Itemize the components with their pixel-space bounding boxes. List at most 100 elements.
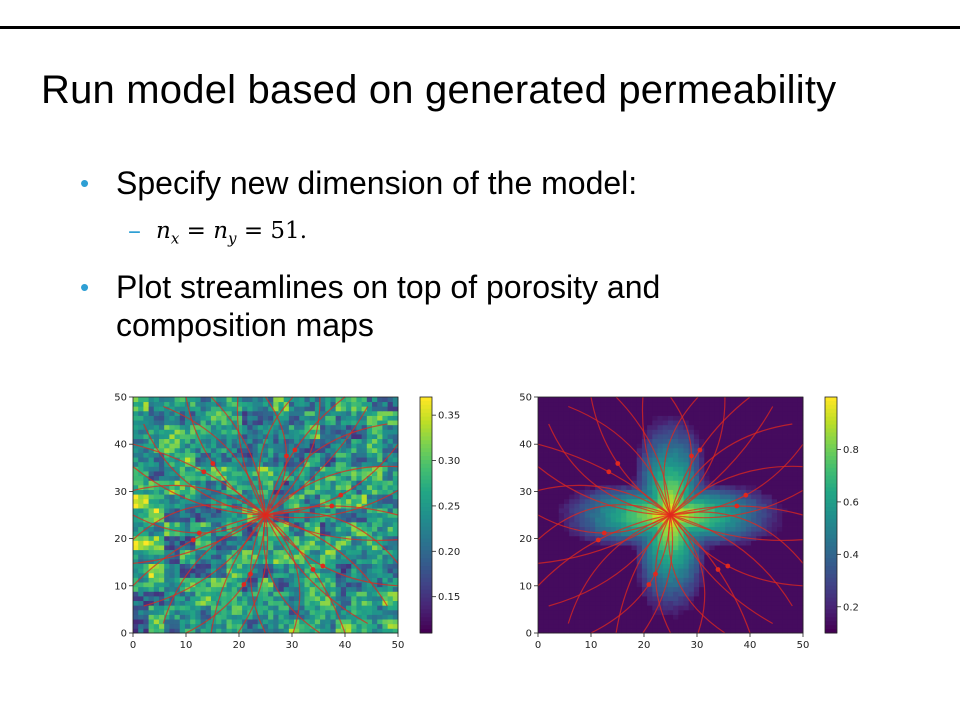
heatmap-cell bbox=[366, 489, 373, 495]
heatmap-cell bbox=[221, 545, 227, 551]
heatmap-cell bbox=[309, 415, 316, 421]
heatmap-cell bbox=[190, 461, 196, 467]
heatmap-cell bbox=[579, 521, 586, 527]
heatmap-cell bbox=[143, 429, 149, 435]
heatmap-cell bbox=[548, 545, 554, 551]
heatmap-cell bbox=[179, 623, 186, 629]
heatmap-cell bbox=[730, 554, 736, 560]
heatmap-cell bbox=[782, 577, 788, 583]
heatmap-cell bbox=[262, 521, 269, 527]
heatmap-cell bbox=[641, 461, 648, 467]
heatmap-cell bbox=[221, 498, 227, 504]
heatmap-cell bbox=[143, 443, 149, 449]
heatmap-cell bbox=[247, 591, 253, 597]
heatmap-cell bbox=[143, 452, 149, 458]
heatmap-cell bbox=[148, 498, 155, 504]
heatmap-cell bbox=[195, 545, 201, 551]
heatmap-cell bbox=[688, 471, 695, 477]
heatmap-cell bbox=[387, 628, 394, 634]
heatmap-cell bbox=[148, 535, 155, 541]
heatmap-cell bbox=[714, 489, 721, 495]
heatmap-cell bbox=[205, 540, 212, 546]
heatmap-cell bbox=[143, 466, 149, 472]
heatmap-cell bbox=[158, 512, 165, 518]
heatmap-cell bbox=[387, 521, 394, 527]
heatmap-cell bbox=[231, 568, 238, 574]
heatmap-cell bbox=[200, 582, 207, 588]
heatmap-cell bbox=[164, 572, 170, 578]
heatmap-cell bbox=[205, 471, 212, 477]
heatmap-cell bbox=[216, 619, 222, 625]
heatmap-cell bbox=[190, 526, 196, 532]
heatmap-cell bbox=[621, 508, 627, 514]
heatmap-cell bbox=[153, 466, 160, 472]
heatmap-cell bbox=[543, 498, 549, 504]
heatmap-cell bbox=[179, 540, 186, 546]
heatmap-cell bbox=[569, 438, 575, 444]
heatmap-cell bbox=[569, 471, 575, 477]
heatmap-cell bbox=[158, 591, 165, 597]
heatmap-cell bbox=[382, 475, 389, 481]
heatmap-cell bbox=[777, 531, 783, 537]
heatmap-cell bbox=[247, 619, 253, 625]
heatmap-cell bbox=[392, 582, 399, 588]
heatmap-cell bbox=[361, 540, 368, 546]
heatmap-cell bbox=[340, 521, 347, 527]
heatmap-cell bbox=[558, 508, 565, 514]
heatmap-cell bbox=[626, 591, 632, 597]
heatmap-cell bbox=[372, 535, 378, 541]
heatmap-cell bbox=[143, 549, 149, 555]
heatmap-cell bbox=[647, 628, 653, 634]
heatmap-cell bbox=[548, 447, 554, 453]
heatmap-cell bbox=[725, 605, 731, 611]
heatmap-cell bbox=[200, 558, 207, 564]
heatmap-cell bbox=[169, 619, 175, 625]
heatmap-cell bbox=[771, 494, 778, 500]
heatmap-cell bbox=[143, 521, 149, 527]
heatmap-cell bbox=[190, 475, 196, 481]
heatmap-cell bbox=[563, 540, 570, 546]
heatmap-cell bbox=[621, 540, 627, 546]
heatmap-cell bbox=[314, 600, 321, 606]
heatmap-cell bbox=[751, 517, 757, 523]
heatmap-cell bbox=[740, 531, 747, 537]
heatmap-cell bbox=[771, 591, 778, 597]
heatmap-cell bbox=[719, 466, 726, 472]
heatmap-cell bbox=[205, 545, 212, 551]
heatmap-cell bbox=[200, 600, 207, 606]
heatmap-cell bbox=[148, 554, 155, 560]
colorbar-tick-label: 0.15 bbox=[438, 592, 460, 603]
heatmap-cell bbox=[558, 619, 565, 625]
heatmap-cell bbox=[143, 494, 149, 500]
heatmap-cell bbox=[657, 434, 664, 440]
heatmap-cell bbox=[252, 401, 259, 407]
heatmap-cell bbox=[294, 484, 300, 490]
heatmap-cell bbox=[641, 545, 648, 551]
heatmap-cell bbox=[605, 443, 612, 449]
heatmap-cell bbox=[252, 410, 259, 416]
heatmap-cell bbox=[693, 466, 700, 472]
heatmap-cell bbox=[589, 466, 596, 472]
heatmap-cell bbox=[667, 609, 674, 615]
heatmap-cell bbox=[683, 572, 690, 578]
heatmap-cell bbox=[797, 591, 804, 597]
heatmap-cell bbox=[356, 452, 363, 458]
heatmap-cell bbox=[683, 595, 690, 602]
heatmap-cell bbox=[216, 512, 222, 518]
heatmap-cell bbox=[314, 623, 321, 629]
heatmap-cell bbox=[330, 415, 337, 421]
heatmap-cell bbox=[330, 475, 337, 481]
heatmap-cell bbox=[138, 503, 144, 509]
heatmap-cell bbox=[335, 498, 342, 504]
heatmap-cell bbox=[600, 457, 606, 463]
heatmap-cell bbox=[216, 494, 222, 500]
heatmap-cell bbox=[153, 461, 160, 467]
heatmap-cell bbox=[133, 531, 139, 537]
heatmap-cell bbox=[309, 508, 316, 514]
heatmap-cell bbox=[657, 498, 664, 504]
heatmap-cell bbox=[745, 619, 752, 625]
heatmap-cell bbox=[636, 494, 643, 500]
heatmap-cell bbox=[589, 558, 596, 564]
heatmap-cell bbox=[200, 614, 207, 620]
heatmap-cell bbox=[392, 595, 399, 602]
